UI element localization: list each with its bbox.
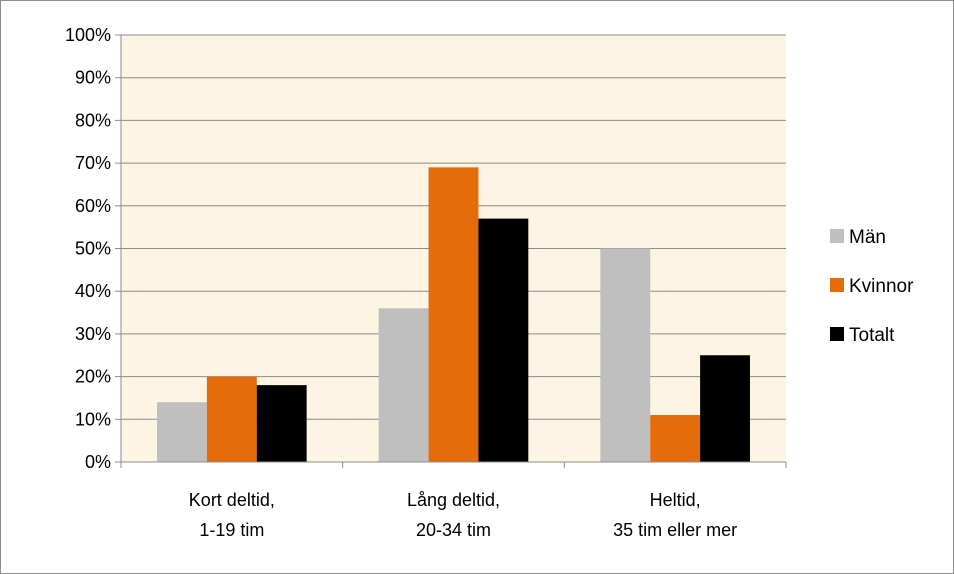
bar-totalt [700, 355, 750, 462]
bar-totalt [256, 385, 307, 462]
y-tick-label: 20% [75, 367, 111, 387]
y-tick-label: 70% [75, 153, 111, 173]
y-axis-ticks: 0% 10% 20% 30% 40% 50% 60% 70% 80% 90% 100% [65, 25, 121, 472]
legend-label: Kvinnor [849, 276, 914, 297]
y-tick-label: 10% [75, 409, 111, 429]
bars [157, 167, 750, 462]
y-tick-label: 0% [85, 452, 111, 472]
legend-label: Män [849, 227, 886, 248]
x-tick-label: Kort deltid, [189, 490, 275, 510]
x-tick-label: 20-34 tim [416, 520, 491, 540]
bar-män [157, 402, 207, 462]
y-tick-label: 80% [75, 110, 111, 130]
y-tick-label: 50% [75, 239, 111, 259]
x-tick-label: 35 tim eller mer [613, 520, 737, 540]
bar-totalt [478, 218, 529, 462]
x-tick-label: Lång deltid, [407, 490, 500, 510]
y-tick-label: 30% [75, 324, 111, 344]
y-tick-label: 60% [75, 196, 111, 216]
y-tick-label: 40% [75, 281, 111, 301]
x-tick-label: Heltid, [650, 490, 701, 510]
bar-kvinnor [428, 167, 479, 462]
legend-label: Totalt [849, 325, 895, 346]
legend-swatch [830, 278, 844, 292]
x-axis-ticks: Kort deltid, 1-19 tim Lång deltid, 20-34 ti… [120, 462, 787, 540]
bar-män [600, 248, 651, 462]
bar-män [378, 308, 429, 462]
legend-swatch [830, 327, 844, 341]
bar-kvinnor [206, 376, 257, 462]
x-tick-label: 1-19 tim [199, 520, 264, 540]
y-tick-label: 90% [75, 68, 111, 88]
legend-swatch [830, 229, 844, 243]
legend: Män Kvinnor Totalt [830, 227, 914, 346]
bar-kvinnor [650, 415, 701, 462]
y-tick-label: 100% [65, 25, 111, 45]
